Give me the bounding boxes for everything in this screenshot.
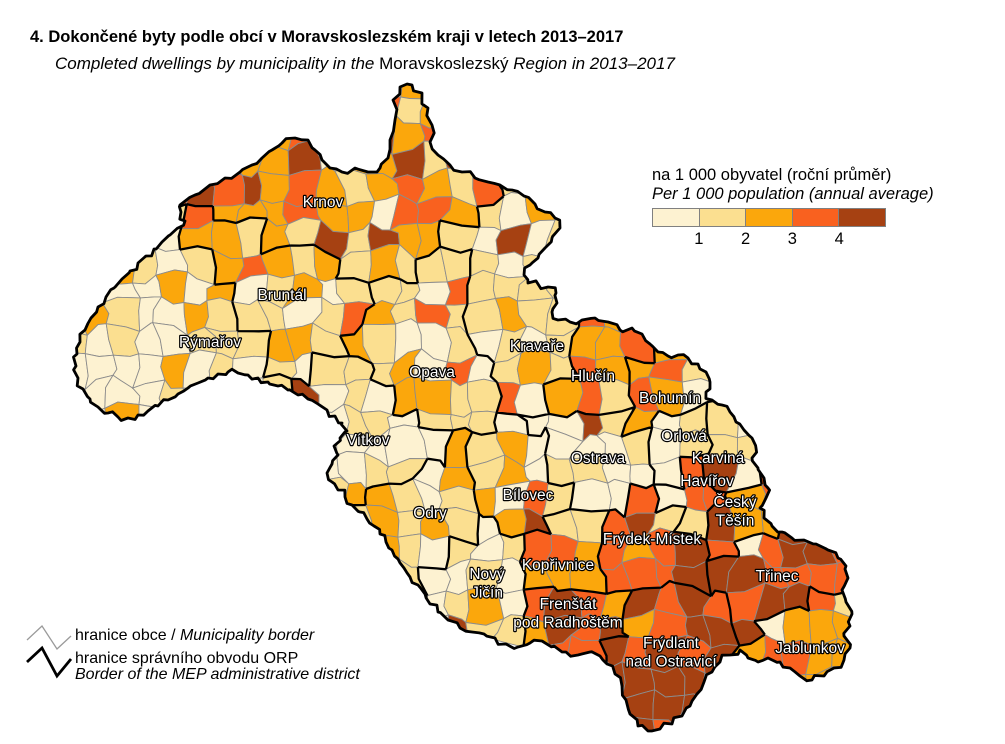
municipality-cell: [419, 92, 453, 129]
legend-swatch: [746, 209, 793, 226]
subtitle-part-1: Completed dwellings by municipality in t…: [55, 54, 380, 73]
district-label: Kopřivnice: [522, 557, 594, 574]
municipality-cell: [569, 478, 612, 512]
subtitle-part-3: Region in 2013–2017: [508, 54, 675, 73]
district-label: Kravaře: [510, 338, 564, 355]
municipality-cell: [392, 591, 428, 624]
municipality-cell: [570, 658, 608, 697]
page-subtitle: Completed dwellings by municipality in t…: [55, 54, 675, 74]
legend-tick: 1: [694, 230, 704, 248]
municipality-cell: [833, 558, 852, 596]
district-labels: Krnov Bruntál Rýmařov Vítkov Opava Kravaře Hlu…: [178, 193, 847, 672]
municipality-cell: [806, 506, 836, 543]
municipality-cell: [462, 297, 504, 336]
legend-title-cs: na 1 000 obyvatel (roční průměr): [652, 166, 892, 184]
district-label: Jičín: [471, 585, 503, 602]
district-label: Rýmařov: [179, 334, 241, 351]
district-label: Nový: [469, 566, 505, 583]
district-label: Krnov: [303, 194, 344, 211]
municipality-cell: [73, 298, 89, 336]
legend-swatch: [792, 209, 840, 226]
municipality-cell: [413, 375, 452, 416]
legend-tick: 3: [787, 230, 797, 248]
municipality-cell: [444, 140, 474, 172]
municipality-border-label: hranice obce / Municipality border: [75, 627, 314, 644]
district-label: Frenštát: [540, 596, 598, 613]
municipality-border-label-cs: hranice obce /: [75, 627, 180, 644]
district-label: Frýdlant: [643, 635, 700, 652]
district-label: Třinec: [755, 568, 798, 585]
orp-border-label-en: Border of the MEP administrative distric…: [75, 666, 360, 683]
municipality-cell: [831, 537, 852, 565]
legend-tick-row: 1 2 3 4: [652, 230, 886, 250]
district-label: Vítkov: [346, 432, 389, 449]
map-legend: na 1 000 obyvatel (roční průměr) Per 1 0…: [652, 166, 934, 250]
orp-border-label-cs: hranice správního obvodu ORP: [75, 650, 299, 667]
district-label: Bílovec: [503, 487, 554, 504]
subtitle-part-2: Moravskoslezský: [379, 54, 509, 73]
municipality-cell: [619, 296, 666, 333]
municipality-cell: [73, 352, 89, 390]
district-label: Český: [713, 494, 756, 511]
district-label: Odry: [413, 505, 447, 522]
page-title: 4. Dokončené byty podle obcí v Moravskos…: [30, 28, 624, 46]
district-label: Orlová: [661, 428, 707, 445]
municipality-border-sample-icon: [26, 624, 72, 650]
district-label: Bohumín: [639, 390, 701, 407]
district-label: pod Radhoštěm: [513, 615, 622, 632]
district-label: Ostrava: [571, 450, 626, 467]
legend-swatch: [839, 209, 885, 226]
legend-tick: 4: [834, 230, 844, 248]
municipality-cell: [554, 195, 579, 221]
region-outline: [72, 82, 854, 733]
district-label: Jablunkov: [775, 640, 845, 657]
municipality-cell: [364, 84, 404, 100]
district-label: nad Ostravicí: [625, 654, 717, 671]
legend-swatch: [699, 209, 747, 226]
municipality-cell: [578, 300, 606, 328]
district-label: Těšín: [716, 513, 755, 530]
district-label: Opava: [409, 364, 455, 381]
municipality-cell: [311, 476, 350, 517]
municipality-cell: [208, 149, 244, 176]
orp-border-sample-icon: [26, 645, 73, 679]
district-label: Hlučín: [571, 368, 615, 385]
municipality-cell: [369, 556, 400, 595]
district-label: Bruntál: [257, 287, 306, 304]
municipality-border-label-en: Municipality border: [179, 627, 315, 644]
district-label: Karviná: [692, 450, 745, 467]
district-label: Havířov: [680, 473, 734, 490]
legend-title-en: Per 1 000 population (annual average): [652, 185, 934, 203]
legend-swatch: [653, 209, 700, 226]
district-label: Frýdek-Místek: [603, 531, 701, 548]
municipality-cell: [830, 665, 852, 690]
legend-tick: 2: [741, 230, 751, 248]
legend-colorbar: [652, 208, 886, 227]
